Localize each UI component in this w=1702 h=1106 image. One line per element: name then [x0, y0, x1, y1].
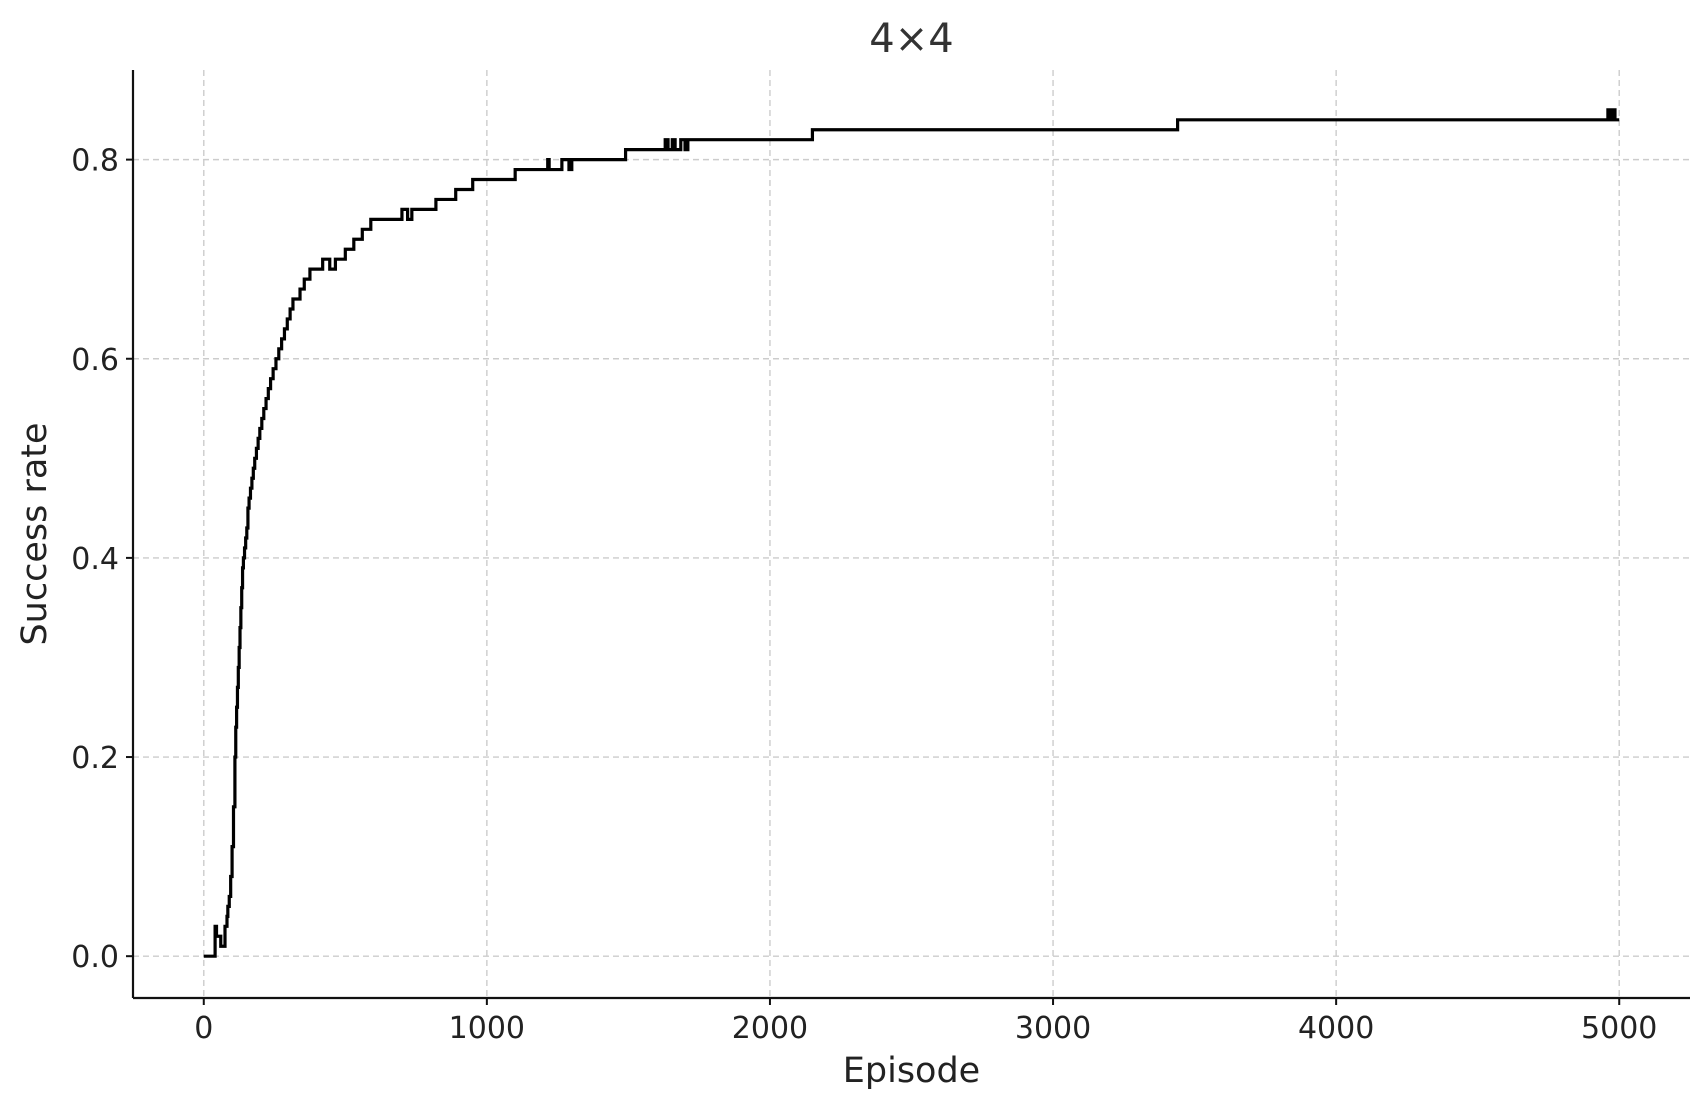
series-line-0	[203, 108, 1620, 958]
y-tick-label: 0.0	[71, 940, 119, 975]
y-tick-label: 0.4	[71, 542, 119, 577]
chart-title: 4×4	[869, 16, 953, 62]
y-tick-label: 0.8	[71, 144, 119, 179]
x-tick-label: 4000	[1298, 1011, 1374, 1046]
x-tick-label: 5000	[1581, 1011, 1657, 1046]
x-tick-label: 3000	[1015, 1011, 1091, 1046]
grid	[133, 70, 1690, 998]
y-tick-label: 0.6	[71, 343, 119, 378]
y-axis-label: Success rate	[15, 422, 55, 645]
axes-spines	[131, 70, 1690, 1000]
x-tick-label: 0	[194, 1011, 213, 1046]
x-tick-label: 2000	[732, 1011, 808, 1046]
x-tick-label: 1000	[449, 1011, 525, 1046]
ticks: 0 1000 2000 3000 4000 5000 0.0 0.2 0.4 0.6 0.8	[71, 144, 1657, 1046]
x-axis-label: Episode	[843, 1051, 980, 1091]
y-tick-label: 0.2	[71, 741, 119, 776]
series	[203, 108, 1620, 958]
